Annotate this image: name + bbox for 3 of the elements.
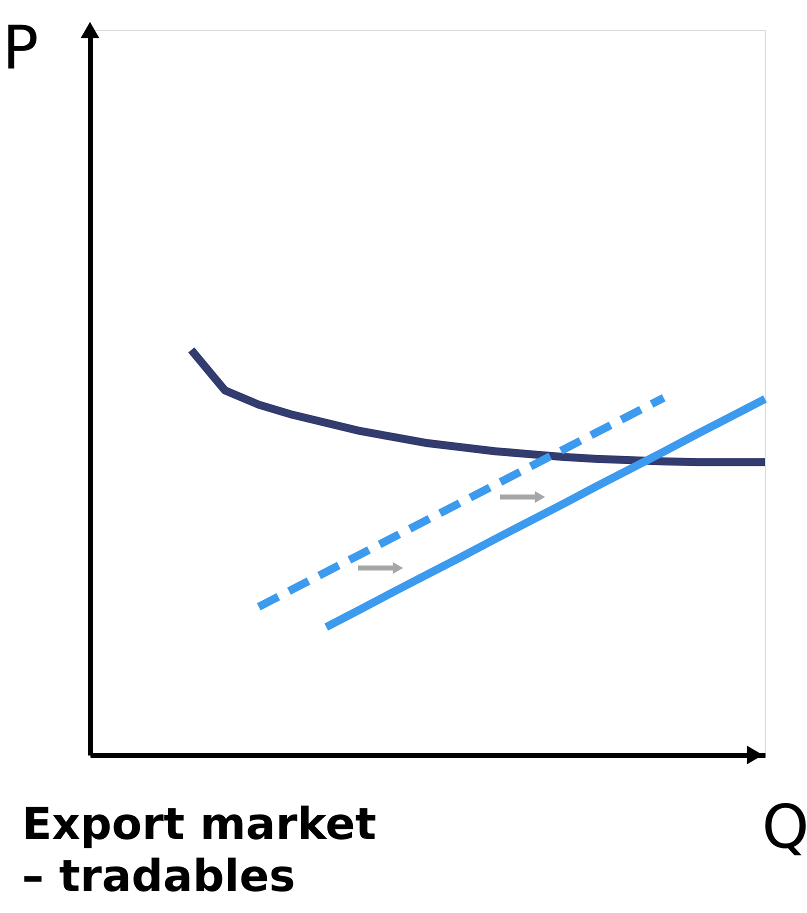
y-axis-title: P: [2, 14, 38, 84]
text: Export market – tradables: [22, 799, 376, 902]
x-axis-title: Q: [762, 792, 807, 862]
